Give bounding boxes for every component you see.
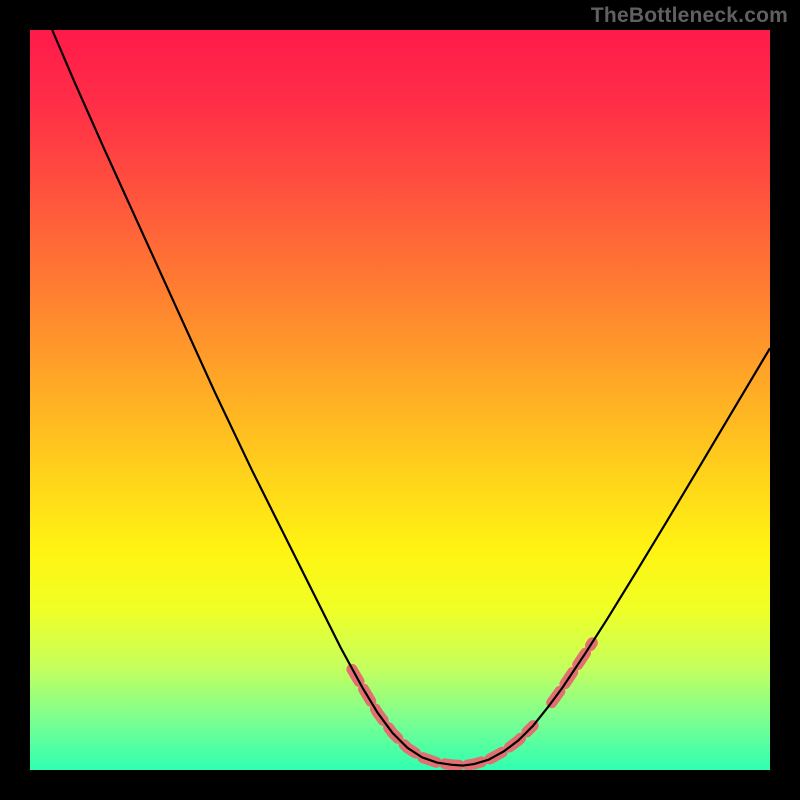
bottleneck-chart (0, 0, 800, 800)
watermark-text: TheBottleneck.com (591, 4, 788, 28)
chart-container: TheBottleneck.com (0, 0, 800, 800)
gradient-background (30, 30, 770, 770)
